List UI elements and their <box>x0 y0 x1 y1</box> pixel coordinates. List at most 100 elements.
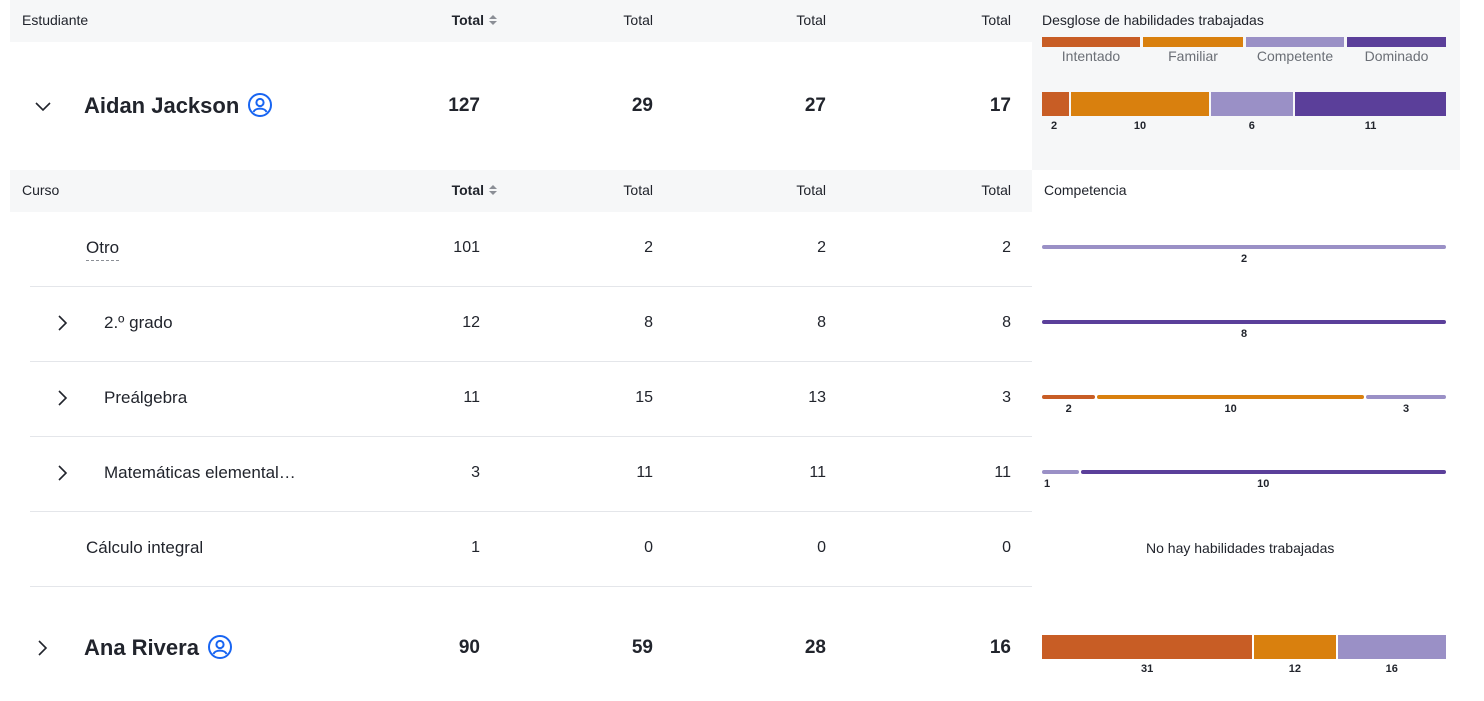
bar-segment-label: 10 <box>1133 120 1147 132</box>
bar-segment-label: 10 <box>1257 478 1270 490</box>
bar-segment-label: 2 <box>1240 253 1248 265</box>
bar-segment-label: 8 <box>1240 328 1248 340</box>
course-header-total-3: Total <box>796 182 826 198</box>
course-name-2-grado[interactable]: 2.º grado <box>104 313 173 332</box>
student-total-2: 29 <box>631 95 653 116</box>
header-total-2: Total <box>623 12 653 28</box>
student-total-3: 27 <box>804 95 826 116</box>
legend-bar-familiar <box>1143 37 1243 47</box>
course-header-total-2: Total <box>623 182 653 198</box>
course-total-4: 2 <box>1002 239 1011 256</box>
row-divider <box>30 586 1032 587</box>
course-name-prealgebra[interactable]: Preálgebra <box>104 388 188 407</box>
header-total-sort[interactable]: Total <box>400 12 498 28</box>
course-name-matematicas[interactable]: Matemáticas elemental… <box>104 463 296 482</box>
bar-segment-label: 31 <box>1140 663 1154 675</box>
bar-segment-label: 3 <box>1402 403 1410 415</box>
bar-segment-competente <box>1210 92 1294 116</box>
course-total-2: 8 <box>644 314 653 331</box>
row-divider <box>30 511 1032 512</box>
header-student: Estudiante <box>22 12 89 28</box>
chevron-down-icon[interactable] <box>34 97 52 115</box>
bar-segment-competente <box>1337 635 1446 659</box>
legend-label-competente: Competente <box>1256 48 1334 64</box>
bar-segment-label: 6 <box>1248 120 1255 132</box>
student-total-3: 28 <box>804 637 826 658</box>
course-total-1: 101 <box>453 239 480 256</box>
course-header-total-4: Total <box>981 182 1011 198</box>
course-total-2: 15 <box>635 389 653 406</box>
student-total-4: 16 <box>989 637 1011 658</box>
user-circle-icon[interactable] <box>247 92 273 118</box>
bar-segment-label: 2 <box>1050 120 1058 132</box>
row-divider <box>30 361 1032 362</box>
course-total-4: 11 <box>994 464 1011 481</box>
student-name[interactable]: Ana Rivera <box>84 635 199 660</box>
student-name[interactable]: Aidan Jackson <box>84 93 240 118</box>
course-total-1: 1 <box>471 539 480 556</box>
course-total-1: 12 <box>462 314 480 331</box>
user-circle-icon[interactable] <box>207 634 233 660</box>
course-total-3: 13 <box>808 389 826 406</box>
sort-icon <box>488 184 498 196</box>
bar-segment-competente <box>1042 470 1079 474</box>
bar-segment-competente <box>1366 395 1446 399</box>
course-total-3: 8 <box>817 314 826 331</box>
bar-segment-dominado <box>1080 470 1446 474</box>
bar-segment-dominado <box>1042 320 1446 324</box>
student-total-4: 17 <box>989 95 1011 116</box>
bar-segment-familiar <box>1071 92 1209 116</box>
legend-bar-dominado <box>1347 37 1446 47</box>
course-total-3: 0 <box>817 539 826 556</box>
course-table-header <box>10 170 1032 212</box>
chevron-right-icon[interactable] <box>54 464 72 482</box>
skills-legend <box>1032 0 1460 170</box>
bar-segment-label: 2 <box>1065 403 1072 415</box>
student-total-1: 90 <box>458 637 480 658</box>
student-row-aidan[interactable]: Aidan Jackson <box>84 92 273 119</box>
no-skills-text: No hay habilidades trabajadas <box>1146 540 1335 556</box>
bar-segment-intentado <box>1042 395 1096 399</box>
course-total-3: 11 <box>809 464 826 481</box>
header-total-label: Total <box>451 12 484 28</box>
header-course: Curso <box>22 182 60 198</box>
course-link-otro[interactable]: Otro <box>86 238 120 261</box>
chevron-right-icon[interactable] <box>34 639 52 657</box>
student-row-ana[interactable]: Ana Rivera <box>84 634 233 661</box>
bar-segment-label: 11 <box>1364 120 1377 132</box>
course-total-1: 11 <box>463 389 480 406</box>
header-total-3: Total <box>796 12 826 28</box>
course-name-otro[interactable]: Otro <box>86 238 120 261</box>
chevron-right-icon[interactable] <box>54 389 72 407</box>
course-total-4: 0 <box>1002 539 1011 556</box>
row-divider <box>30 286 1032 287</box>
course-total-2: 0 <box>644 539 653 556</box>
legend-bar-competente <box>1246 37 1344 47</box>
header-total-4: Total <box>981 12 1011 28</box>
course-name-calculo[interactable]: Cálculo integral <box>86 538 204 557</box>
bar-segment-intentado <box>1042 635 1253 659</box>
course-total-4: 8 <box>1002 314 1011 331</box>
bar-segment-familiar <box>1254 635 1336 659</box>
row-divider <box>30 436 1032 437</box>
course-header-total-label: Total <box>451 182 484 198</box>
header-competency: Competencia <box>1044 182 1127 198</box>
bar-segment-competente <box>1042 245 1446 249</box>
course-total-3: 2 <box>817 239 826 256</box>
course-header-total-sort[interactable]: Total <box>400 182 498 198</box>
breakdown-title: Desglose de habilidades trabajadas <box>1042 12 1264 28</box>
course-total-1: 3 <box>471 464 480 481</box>
student-table-header <box>10 0 1032 42</box>
student-total-1: 127 <box>448 95 480 116</box>
legend-label-intentado: Intentado <box>1061 48 1121 64</box>
legend-label-dominado: Dominado <box>1364 48 1429 64</box>
course-total-2: 11 <box>636 464 653 481</box>
bar-segment-familiar <box>1097 395 1364 399</box>
bar-segment-label: 10 <box>1224 403 1237 415</box>
chevron-right-icon[interactable] <box>54 314 72 332</box>
bar-segment-intentado <box>1042 92 1070 116</box>
legend-label-familiar: Familiar <box>1168 48 1218 64</box>
student-total-2: 59 <box>631 637 653 658</box>
bar-segment-dominado <box>1295 92 1446 116</box>
sort-icon <box>488 14 498 26</box>
